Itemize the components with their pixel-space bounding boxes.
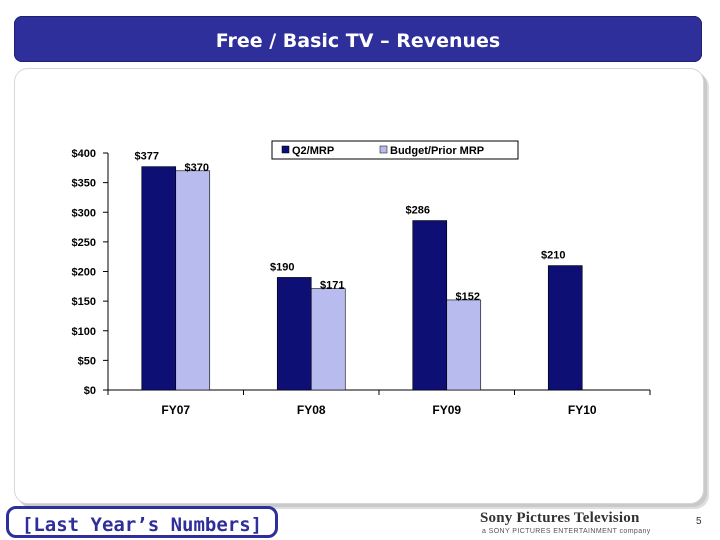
y-tick-label: $150 — [72, 296, 96, 308]
data-label: $370 — [185, 162, 209, 174]
y-tick-label: $50 — [78, 355, 96, 367]
x-tick-label: FY08 — [297, 403, 326, 417]
data-label: $152 — [456, 291, 480, 303]
y-axis: $0 $50 $100 $150 $200 $250 $300 $350 $400 — [72, 148, 109, 397]
y-tick-label: $0 — [84, 385, 96, 397]
data-label: $210 — [541, 250, 565, 262]
x-tick-label: FY07 — [161, 403, 190, 417]
bar-fy07-q2-mrp — [141, 166, 177, 391]
legend-label: Q2/MRP — [292, 145, 334, 157]
bar-group — [141, 166, 583, 391]
y-tick-label: $100 — [72, 326, 96, 338]
data-label: $377 — [135, 151, 159, 163]
legend-label: Budget/Prior MRP — [390, 145, 484, 157]
data-label: $286 — [406, 205, 430, 217]
y-tick-label: $350 — [72, 178, 96, 190]
x-tick-label: FY09 — [432, 403, 461, 417]
x-tick-label: FY10 — [568, 403, 597, 417]
title-bar: Free / Basic TV – Revenues — [14, 16, 702, 62]
bar-fy08-budget-prior-mrp — [310, 288, 346, 391]
chart-legend: Q2/MRP Budget/Prior MRP — [271, 140, 519, 160]
page-title: Free / Basic TV – Revenues — [215, 30, 501, 52]
bar-fy07-budget-prior-mrp — [175, 170, 211, 391]
legend-swatch — [281, 145, 290, 154]
sony-pictures-television-logo: Sony Pictures Television — [480, 510, 640, 526]
legend-box — [271, 140, 519, 160]
logo-subtitle: a SONY PICTURES ENTERTAINMENT company — [482, 528, 651, 535]
bar-fy09-q2-mrp — [412, 220, 448, 391]
bar-fy08-q2-mrp — [276, 277, 312, 391]
y-tick-label: $400 — [72, 148, 96, 160]
y-tick-label: $250 — [72, 237, 96, 249]
y-tick-label: $300 — [72, 207, 96, 219]
data-label: $171 — [320, 280, 344, 292]
bar-fy10-q2-mrp — [547, 265, 583, 391]
last-year-tag-text: [Last Year’s Numbers] — [21, 514, 263, 536]
data-label: $190 — [270, 261, 294, 273]
legend-swatch — [379, 145, 388, 154]
x-axis: FY07 FY08 FY09 FY10 — [107, 389, 651, 417]
y-tick-label: $200 — [72, 267, 96, 279]
last-year-tag: [Last Year’s Numbers] — [6, 506, 278, 538]
data-labels: $377 $190 $286 $210 $370 $171 $152 — [135, 151, 566, 303]
bar-fy09-budget-prior-mrp — [446, 299, 482, 391]
page-number: 5 — [696, 516, 702, 527]
